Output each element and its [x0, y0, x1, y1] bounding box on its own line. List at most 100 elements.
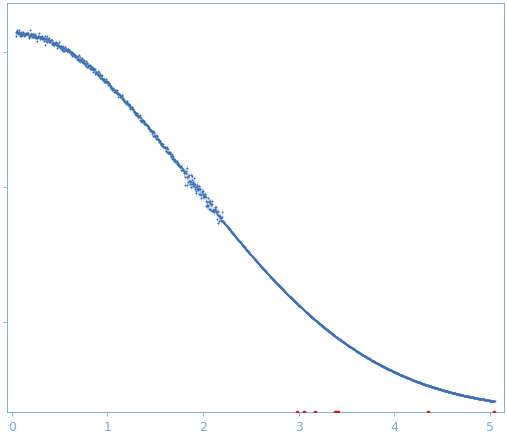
Point [472, 395, 480, 402]
Point [62, 46, 70, 53]
Point [324, 328, 333, 335]
Point [230, 231, 238, 238]
Point [135, 113, 143, 120]
Point [279, 286, 287, 293]
Point [470, 394, 478, 401]
Point [137, 116, 146, 123]
Point [414, 378, 422, 385]
Point [149, 127, 157, 134]
Point [481, 396, 489, 403]
Point [13, 27, 21, 34]
Point [407, 376, 415, 383]
Point [458, 392, 466, 399]
Point [237, 240, 245, 247]
Point [158, 140, 166, 147]
Point [327, 329, 335, 336]
Point [57, 45, 65, 52]
Point [234, 236, 242, 243]
Point [302, 309, 310, 316]
Point [46, 38, 54, 45]
Point [309, 315, 317, 322]
Point [364, 355, 372, 362]
Point [343, 341, 351, 348]
Point [146, 126, 154, 133]
Point [454, 391, 462, 398]
Point [470, 394, 479, 401]
Point [431, 385, 440, 392]
Point [130, 109, 138, 116]
Point [256, 261, 264, 268]
Point [101, 78, 109, 85]
Point [431, 384, 439, 391]
Point [437, 386, 445, 393]
Point [380, 364, 388, 371]
Point [51, 39, 59, 46]
Point [66, 49, 75, 56]
Point [320, 324, 328, 331]
Point [149, 129, 157, 136]
Point [75, 55, 83, 62]
Point [57, 44, 65, 51]
Point [246, 250, 254, 257]
Point [288, 295, 296, 302]
Point [239, 242, 247, 249]
Point [347, 344, 355, 351]
Point [438, 386, 446, 393]
Point [294, 301, 302, 308]
Point [422, 382, 430, 388]
Point [410, 377, 418, 384]
Point [489, 398, 497, 405]
Point [237, 240, 245, 247]
Point [411, 378, 419, 385]
Point [448, 389, 456, 396]
Point [351, 347, 359, 354]
Point [217, 216, 225, 223]
Point [137, 117, 145, 124]
Point [224, 224, 232, 231]
Point [376, 361, 384, 368]
Point [45, 38, 53, 45]
Point [388, 368, 396, 375]
Point [375, 361, 383, 368]
Point [37, 33, 45, 40]
Point [88, 66, 96, 73]
Point [99, 75, 107, 82]
Point [392, 369, 401, 376]
Point [18, 31, 26, 38]
Point [85, 63, 93, 70]
Point [231, 233, 239, 240]
Point [150, 129, 158, 136]
Point [180, 169, 189, 176]
Point [248, 253, 257, 260]
Point [277, 284, 285, 291]
Point [196, 185, 204, 192]
Point [349, 346, 357, 353]
Point [263, 270, 271, 277]
Point [91, 66, 99, 73]
Point [14, 30, 22, 37]
Point [155, 138, 163, 145]
Point [283, 290, 291, 297]
Point [177, 162, 185, 169]
Point [210, 208, 218, 215]
Point [373, 360, 381, 367]
Point [377, 362, 385, 369]
Point [78, 57, 86, 64]
Point [235, 238, 243, 245]
Point [229, 230, 237, 237]
Point [216, 213, 225, 220]
Point [171, 157, 179, 164]
Point [252, 257, 261, 264]
Point [67, 50, 76, 57]
Point [125, 103, 133, 110]
Point [203, 203, 211, 210]
Point [96, 71, 104, 78]
Point [443, 388, 451, 395]
Point [221, 220, 229, 227]
Point [393, 370, 402, 377]
Point [109, 85, 117, 92]
Point [313, 319, 321, 326]
Point [424, 382, 432, 389]
Point [458, 392, 466, 399]
Point [232, 233, 240, 240]
